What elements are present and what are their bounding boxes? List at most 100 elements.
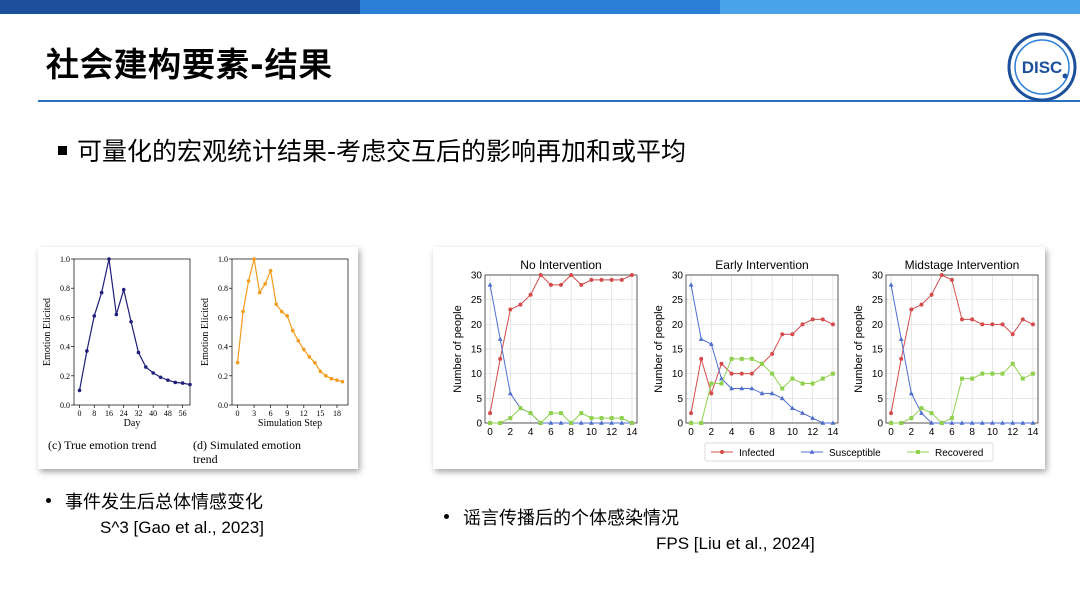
data-point [99, 290, 104, 295]
data-point [324, 374, 328, 378]
susceptible-line [489, 284, 632, 424]
emotion-chart-0: 0.0 0.2 0.4 0.6 0.8 1.0 0 8 16 24 32 40 48 56 Day Emoti… [42, 255, 192, 429]
susceptible-marker [990, 420, 995, 425]
y-tick-label: 0.4 [218, 343, 228, 352]
recovered-marker [528, 411, 533, 416]
infected-marker [960, 317, 964, 322]
sir-chart-3: 0 5 10 15 20 25 30 0 2 4 6 8 10 12 14 Early Interventio… [653, 258, 839, 438]
recovered-marker [609, 416, 614, 421]
susceptible-marker [908, 390, 914, 396]
y-tick-label: 0.2 [218, 372, 228, 381]
infected-marker [720, 450, 724, 454]
y-tick-label: 5 [677, 394, 683, 405]
susceptible-marker [888, 282, 894, 287]
disc-logo-icon: DISC [1007, 32, 1077, 102]
infected-marker [599, 277, 604, 282]
y-tick-label: 0.0 [60, 401, 70, 410]
x-tick-label: 14 [1027, 427, 1039, 438]
infected-marker [939, 273, 944, 277]
recovered-marker [770, 371, 775, 376]
x-tick-label: 8 [568, 427, 574, 438]
susceptible-marker [779, 395, 785, 401]
top-color-bar [0, 0, 1080, 14]
y-axis-label: Emotion Elicited [42, 298, 53, 366]
top-bar-segment-1 [0, 0, 360, 14]
infected-line [489, 274, 633, 414]
x-tick-label: 3 [252, 409, 256, 418]
y-tick-label: 15 [872, 345, 884, 356]
x-tick-label: 6 [269, 409, 273, 418]
logo-text: DISC [1022, 58, 1063, 77]
y-tick-label: 25 [672, 295, 684, 306]
y-tick-label: 30 [872, 271, 884, 282]
main-bullet-text: 可量化的宏观统计结果-考虑交互后的影响再加和或平均 [77, 137, 687, 166]
infected-marker [579, 282, 584, 287]
recovered-marker [709, 381, 714, 386]
recovered-marker [579, 411, 584, 416]
x-tick-label: 8 [969, 427, 975, 438]
recovered-marker [939, 421, 944, 425]
y-tick-label: 10 [672, 369, 684, 380]
y-tick-label: 20 [672, 320, 684, 331]
title-divider [38, 100, 1080, 102]
infected-marker [889, 411, 894, 416]
recovered-marker [569, 421, 574, 425]
recovered-marker [949, 416, 954, 421]
recovered-marker [820, 376, 825, 381]
susceptible-marker [949, 420, 955, 425]
x-tick-label: 56 [179, 409, 187, 418]
top-bar-segment-2 [360, 0, 720, 14]
infected-marker [830, 322, 835, 327]
data-point [158, 375, 163, 380]
infected-marker [559, 282, 563, 287]
x-tick-label: 40 [149, 409, 157, 418]
y-tick-label: 15 [672, 345, 684, 356]
infected-marker [528, 292, 533, 297]
x-tick-label: 18 [333, 409, 341, 418]
x-tick-label: 6 [548, 427, 554, 438]
x-tick-label: 0 [487, 427, 493, 438]
recovered-marker [780, 386, 785, 391]
data-point [252, 257, 256, 261]
infected-marker [1000, 322, 1005, 327]
susceptible-marker [830, 420, 836, 425]
y-tick-label: 5 [877, 394, 883, 405]
susceptible-marker [969, 420, 975, 425]
y-tick-label: 20 [471, 320, 483, 331]
y-tick-label: 0.8 [60, 284, 70, 293]
infected-marker [1030, 322, 1035, 327]
susceptible-marker [769, 390, 775, 396]
x-tick-label: 4 [528, 427, 534, 438]
recovered-marker [980, 371, 985, 376]
data-point [329, 376, 334, 381]
infected-marker [488, 411, 493, 416]
susceptible-marker [739, 385, 745, 391]
infected-line [690, 318, 834, 414]
y-axis-label: Emotion Elicited [200, 298, 211, 366]
x-tick-label: 12 [807, 427, 819, 438]
infected-marker [619, 277, 624, 282]
data-point [335, 378, 339, 382]
square-bullet-icon [58, 145, 67, 155]
chart-title: Midstage Intervention [905, 258, 1020, 272]
susceptible-marker [487, 282, 493, 287]
infected-marker [820, 317, 825, 322]
emotion-chart-1: 0.0 0.2 0.4 0.6 0.8 1.0 0 3 6 9 12 15 18 Simulation S… [200, 255, 349, 429]
data-point [257, 290, 262, 295]
susceptible-marker [1010, 420, 1016, 425]
susceptible-marker [810, 415, 816, 420]
susceptible-marker [959, 420, 965, 425]
infected-marker [800, 322, 805, 327]
infected-marker [589, 277, 594, 282]
infected-line [890, 274, 1034, 414]
data-point [241, 309, 245, 314]
infected-marker [729, 371, 734, 376]
infected-marker [970, 317, 975, 322]
infected-marker [909, 307, 914, 312]
x-tick-label: 24 [120, 409, 128, 418]
recovered-marker [739, 356, 744, 361]
susceptible-marker [698, 336, 704, 341]
infected-marker [629, 273, 634, 277]
x-axis-label: Day [124, 418, 141, 429]
susceptible-marker [1000, 420, 1005, 425]
